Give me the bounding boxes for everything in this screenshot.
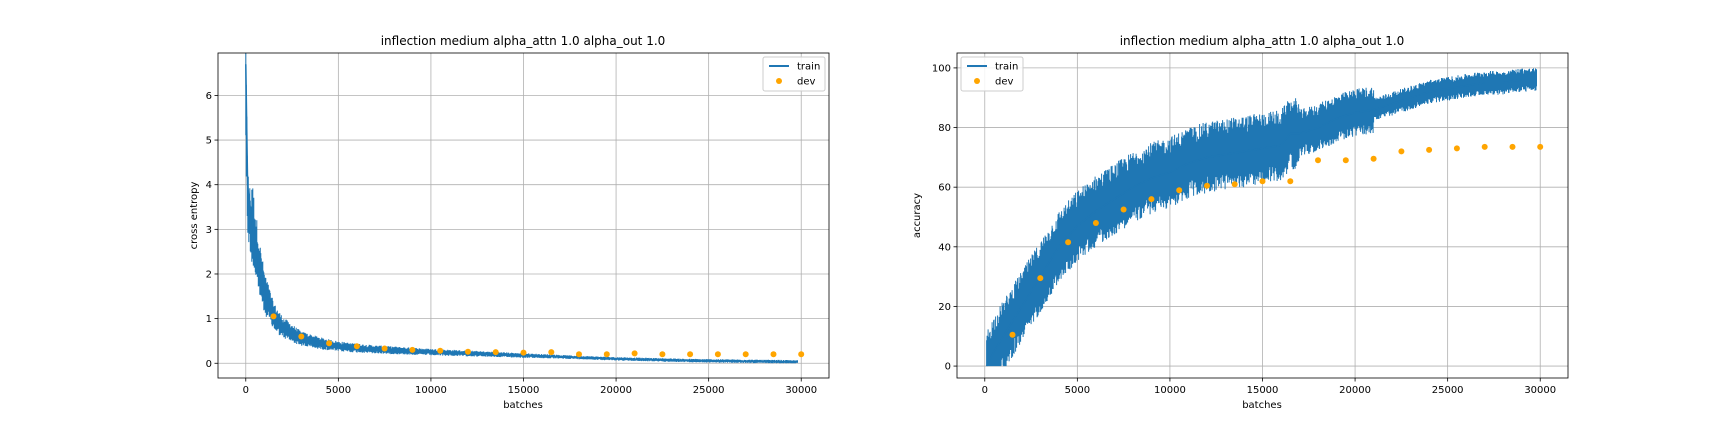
dev-point (298, 333, 305, 340)
legend-dev-label: dev (995, 77, 1014, 88)
x-tick-label: 20000 (600, 385, 632, 396)
x-tick-label: 15000 (1247, 385, 1279, 396)
dev-point (687, 351, 694, 358)
dev-point (520, 349, 527, 356)
dev-point (270, 313, 277, 320)
y-tick-label: 20 (938, 302, 951, 313)
dev-point (409, 346, 416, 353)
dev-point (742, 351, 749, 358)
legend-train-label: train (797, 62, 820, 73)
dev-point (1259, 178, 1266, 185)
x-tick-label: 25000 (693, 385, 725, 396)
dev-point (1148, 196, 1155, 203)
dev-point (1287, 178, 1294, 185)
dev-point (1009, 331, 1016, 338)
data-marks (245, 64, 805, 363)
x-tick-label: 20000 (1339, 385, 1371, 396)
dev-point (437, 347, 444, 354)
dev-point (798, 351, 805, 358)
dev-point (1342, 157, 1349, 164)
dev-point (326, 340, 333, 347)
dev-point (631, 350, 638, 357)
x-tick-label: 15000 (508, 385, 540, 396)
legend-train-label: train (995, 62, 1018, 73)
dev-point (1092, 220, 1099, 226)
x-tick-label: 25000 (1432, 385, 1464, 396)
y-tick-label: 3 (206, 225, 212, 236)
dev-point (465, 348, 471, 355)
y-axis-label: cross entropy (189, 182, 200, 250)
dev-point (1426, 146, 1433, 153)
legend: train dev (762, 56, 826, 92)
y-tick-label: 80 (938, 123, 951, 134)
y-axis-ticks: 0 1 2 3 4 5 6 (206, 91, 218, 370)
dev-point (381, 345, 388, 352)
dev-point (714, 351, 721, 358)
legend-dev-swatch (974, 78, 980, 84)
grid-lines (957, 53, 1568, 378)
y-axis-label: accuracy (912, 193, 923, 238)
dev-point (1204, 182, 1210, 189)
x-axis-ticks: 0 5000 10000 15000 20000 25000 30000 (982, 378, 1556, 396)
x-tick-label: 10000 (415, 385, 447, 396)
x-axis-label: batches (503, 400, 543, 411)
y-tick-label: 6 (206, 91, 212, 102)
legend-dev-swatch (776, 78, 782, 84)
x-tick-label: 0 (243, 385, 249, 396)
y-tick-label: 2 (206, 269, 212, 280)
train-line (985, 79, 1537, 367)
y-axis-ticks: 0 20 40 60 80 100 (932, 63, 957, 373)
y-tick-label: 5 (206, 136, 212, 147)
dev-point (1370, 155, 1377, 162)
y-tick-label: 0 (206, 359, 212, 370)
dev-point (576, 351, 582, 358)
dev-point (1065, 239, 1072, 246)
x-axis-ticks: 0 5000 10000 15000 20000 25000 30000 (243, 378, 817, 396)
dev-point (1315, 157, 1321, 164)
y-tick-label: 0 (945, 362, 951, 373)
chart-title: inflection medium alpha_attn 1.0 alpha_o… (381, 34, 666, 48)
y-tick-label: 100 (932, 63, 951, 74)
dev-point (1120, 206, 1127, 213)
dev-point (603, 351, 610, 358)
x-tick-label: 5000 (326, 385, 351, 396)
dev-point (1176, 187, 1183, 194)
y-tick-label: 1 (206, 314, 212, 325)
dev-point (353, 343, 360, 350)
data-marks (985, 79, 1544, 367)
dev-point (1037, 275, 1044, 282)
dev-point (770, 351, 777, 358)
dev-point (1509, 143, 1516, 150)
accuracy-chart: inflection medium alpha_attn 1.0 alpha_o… (912, 34, 1569, 411)
y-tick-label: 4 (206, 180, 212, 191)
dev-point (1537, 143, 1544, 150)
y-tick-label: 40 (938, 242, 951, 253)
y-tick-label: 60 (938, 183, 951, 194)
x-tick-label: 10000 (1154, 385, 1186, 396)
legend-dev-label: dev (797, 77, 816, 88)
dev-point (492, 349, 499, 356)
dev-point (659, 351, 666, 358)
chart-title: inflection medium alpha_attn 1.0 alpha_o… (1120, 34, 1405, 48)
dev-point (548, 349, 555, 356)
x-tick-label: 5000 (1065, 385, 1090, 396)
x-axis-label: batches (1242, 400, 1282, 411)
dev-point (1231, 181, 1238, 188)
cross-entropy-chart: inflection medium alpha_attn 1.0 alpha_o… (189, 34, 830, 411)
x-tick-label: 0 (982, 385, 988, 396)
dev-point (1398, 148, 1405, 155)
x-tick-label: 30000 (1524, 385, 1556, 396)
dev-point (1453, 145, 1460, 152)
dev-point (1481, 143, 1488, 150)
x-tick-label: 30000 (785, 385, 817, 396)
grid-lines (218, 53, 829, 378)
legend: train dev (960, 56, 1024, 92)
